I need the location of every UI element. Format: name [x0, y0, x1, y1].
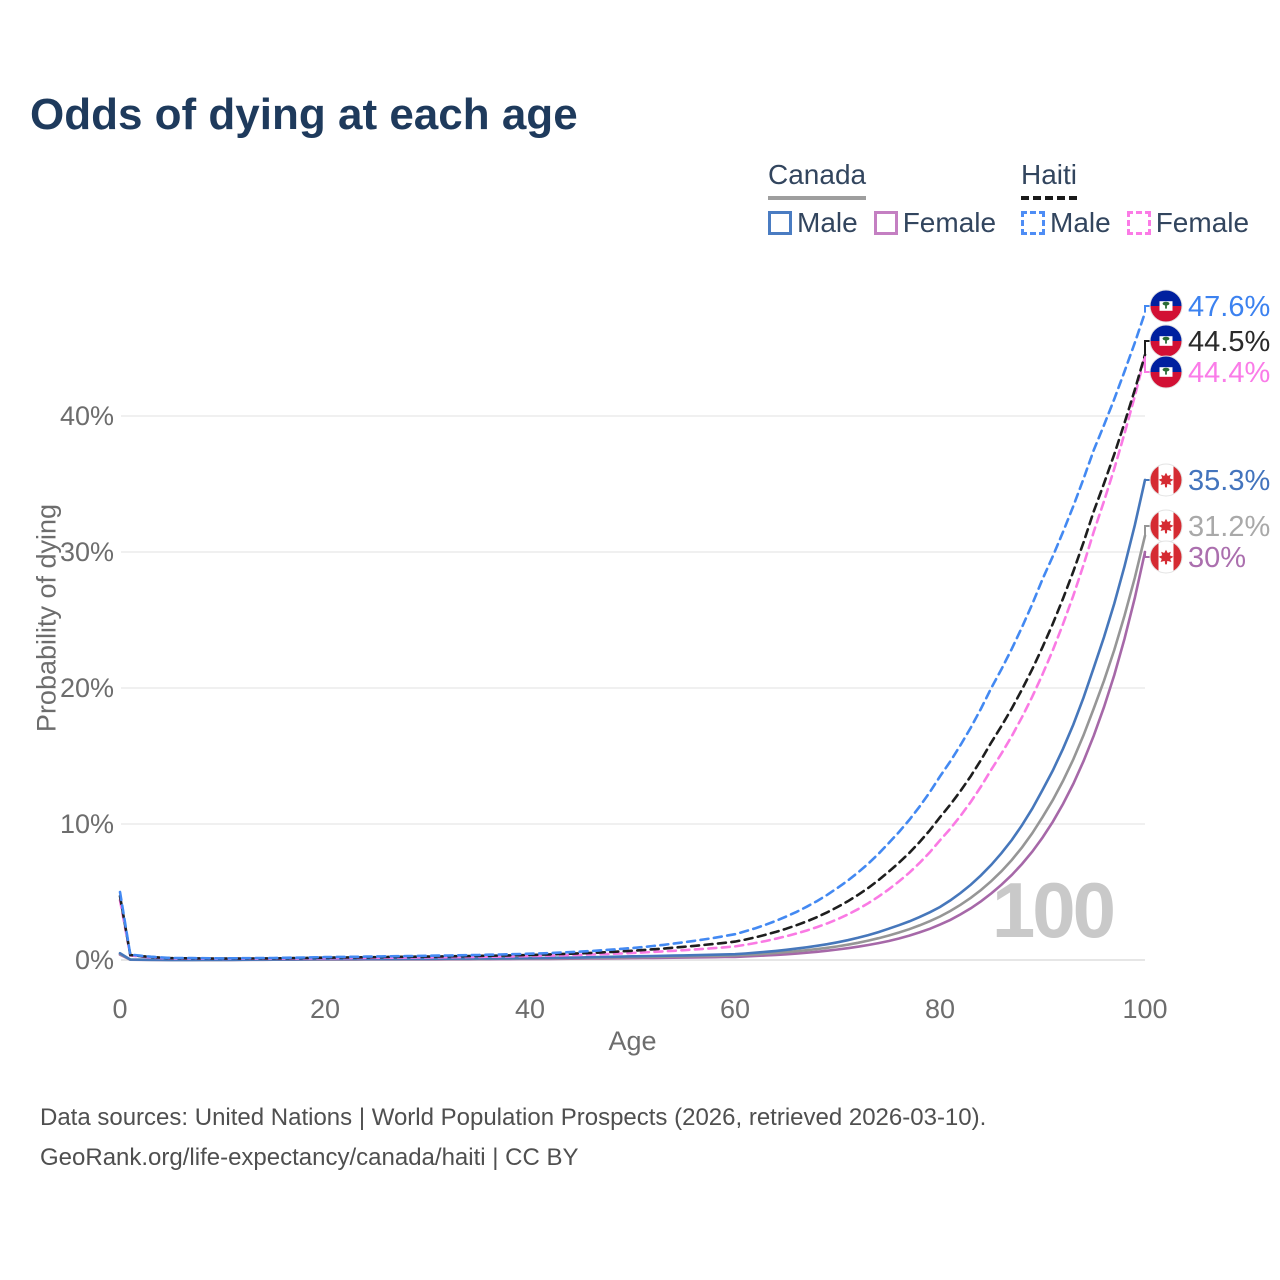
legend-label: Male [797, 206, 858, 238]
canada-flag-icon [1149, 509, 1183, 543]
x-axis-title: Age [608, 1026, 657, 1056]
haiti-flag-icon [1149, 289, 1183, 323]
y-tick-label: 0% [75, 945, 114, 975]
end-value-label-canada-both: 31.2% [1188, 511, 1270, 543]
legend-haiti-male[interactable]: Male [1021, 206, 1111, 238]
y-tick-label: 40% [60, 401, 114, 431]
end-value-label-haiti-male: 47.6% [1188, 291, 1270, 323]
legend-label: Male [1050, 206, 1111, 238]
x-tick-label: 0 [112, 994, 127, 1024]
curve-haiti-both[interactable] [118, 353, 1147, 960]
y-tick-label: 30% [60, 537, 114, 567]
data-sources-line: Data sources: United Nations | World Pop… [40, 1104, 987, 1131]
curve-haiti-female[interactable] [118, 354, 1147, 961]
canada-male-swatch-icon [768, 210, 792, 235]
end-value-label-haiti-female: 44.4% [1188, 357, 1270, 389]
legend-haiti-heading[interactable]: Haiti [1021, 159, 1078, 200]
footer: Data sources: United Nations | World Pop… [40, 1098, 986, 1178]
x-tick-label: 60 [720, 994, 750, 1024]
end-value-label-canada-female: 30% [1188, 542, 1246, 574]
y-tick-label: 10% [60, 809, 114, 839]
legend-group-haiti: Haiti Male Female [1021, 159, 1250, 238]
curve-canada-both[interactable] [118, 534, 1147, 962]
canada-flag-icon [1149, 540, 1183, 574]
page-title: Odds of dying at each age [30, 90, 578, 139]
legend-group-canada: Canada Male Female [768, 159, 997, 238]
legend-canada-heading[interactable]: Canada [768, 159, 867, 200]
curve-canada-female[interactable] [118, 550, 1147, 962]
attribution-line[interactable]: GeoRank.org/life-expectancy/canada/haiti… [40, 1144, 579, 1171]
legend-canada-female[interactable]: Female [873, 206, 997, 238]
haiti-female-swatch-icon [1126, 210, 1151, 235]
legend-label: Female [902, 206, 997, 238]
haiti-flag-icon [1149, 355, 1183, 389]
x-tick-label: 80 [925, 994, 955, 1024]
leader-line-haiti-female [1144, 356, 1150, 373]
legend-label: Female [1155, 206, 1250, 238]
x-tick-label: 20 [310, 994, 340, 1024]
canada-female-swatch-icon [873, 210, 898, 235]
age-watermark: 100 [991, 866, 1116, 954]
end-value-label-canada-male: 35.3% [1188, 465, 1270, 497]
canada-flag-icon [1149, 463, 1183, 497]
leader-line-canada-female [1144, 552, 1150, 558]
x-tick-label: 100 [1122, 994, 1167, 1024]
legend-haiti-female[interactable]: Female [1126, 206, 1250, 238]
x-tick-label: 40 [515, 994, 545, 1024]
leader-line-canada-both [1144, 525, 1150, 536]
y-tick-label: 20% [60, 673, 114, 703]
leader-line-haiti-both [1144, 340, 1150, 355]
curve-haiti-male[interactable] [118, 311, 1147, 960]
leader-line-haiti-male [1144, 305, 1150, 313]
haiti-male-swatch-icon [1021, 210, 1045, 235]
haiti-flag-icon [1149, 324, 1183, 358]
legend-canada-male[interactable]: Male [768, 206, 858, 238]
end-value-label-haiti-both: 44.5% [1188, 326, 1270, 358]
